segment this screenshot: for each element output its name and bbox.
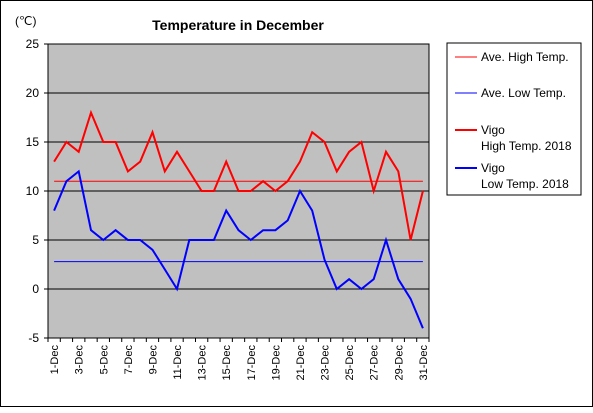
x-tick-label: 31-Dec bbox=[418, 345, 430, 381]
x-tick-label: 11-Dec bbox=[172, 345, 184, 380]
x-tick-label: 17-Dec bbox=[246, 345, 258, 381]
legend-label: Vigo bbox=[481, 123, 505, 137]
legend-label: High Temp. 2018 bbox=[481, 139, 572, 153]
x-axis-ticks: 1-Dec 3-Dec 5-Dec 7-Dec 9-Dec 11-Dec 13-Dec 15-… bbox=[47, 338, 430, 381]
x-tick-label: 23-Dec bbox=[320, 345, 332, 381]
x-tick-label: 25-Dec bbox=[344, 345, 356, 381]
x-tick-label: 3-Dec bbox=[74, 345, 86, 375]
y-unit-label: (℃) bbox=[15, 14, 36, 28]
series-line bbox=[53, 109, 424, 241]
legend-label: Ave. Low Temp. bbox=[481, 86, 566, 100]
legend-label: Ave. High Temp. bbox=[481, 50, 569, 64]
x-tick-label: 15-Dec bbox=[221, 345, 233, 381]
y-tick-label: 10 bbox=[26, 184, 40, 198]
x-tick-label: 7-Dec bbox=[123, 345, 135, 375]
x-tick-label: 21-Dec bbox=[295, 345, 307, 381]
legend-label: Low Temp. 2018 bbox=[481, 177, 569, 191]
legend: Ave. High Temp. Ave. Low Temp. Vigo High Te… bbox=[446, 42, 582, 196]
y-tick-label: 20 bbox=[26, 86, 40, 100]
x-tick-label: 9-Dec bbox=[147, 345, 159, 375]
legend-box bbox=[446, 42, 582, 196]
chart-title: Temperature in December bbox=[152, 17, 324, 33]
x-tick-label: 5-Dec bbox=[98, 345, 110, 375]
y-axis-ticks: 25 20 15 10 5 0 -5 bbox=[26, 37, 48, 345]
y-tick-label: 0 bbox=[32, 282, 39, 296]
series-line bbox=[53, 169, 424, 329]
x-tick-label: 27-Dec bbox=[369, 345, 381, 381]
x-tick-label: 1-Dec bbox=[49, 345, 61, 375]
y-tick-label: -5 bbox=[28, 331, 39, 345]
y-tick-label: 5 bbox=[32, 233, 39, 247]
series-lines bbox=[53, 109, 424, 329]
y-tick-label: 15 bbox=[26, 135, 40, 149]
x-tick-label: 19-Dec bbox=[270, 345, 282, 381]
legend-label: Vigo bbox=[481, 161, 505, 175]
x-tick-label: 29-Dec bbox=[393, 345, 405, 381]
x-tick-label: 13-Dec bbox=[197, 345, 209, 381]
y-tick-label: 25 bbox=[26, 37, 40, 51]
